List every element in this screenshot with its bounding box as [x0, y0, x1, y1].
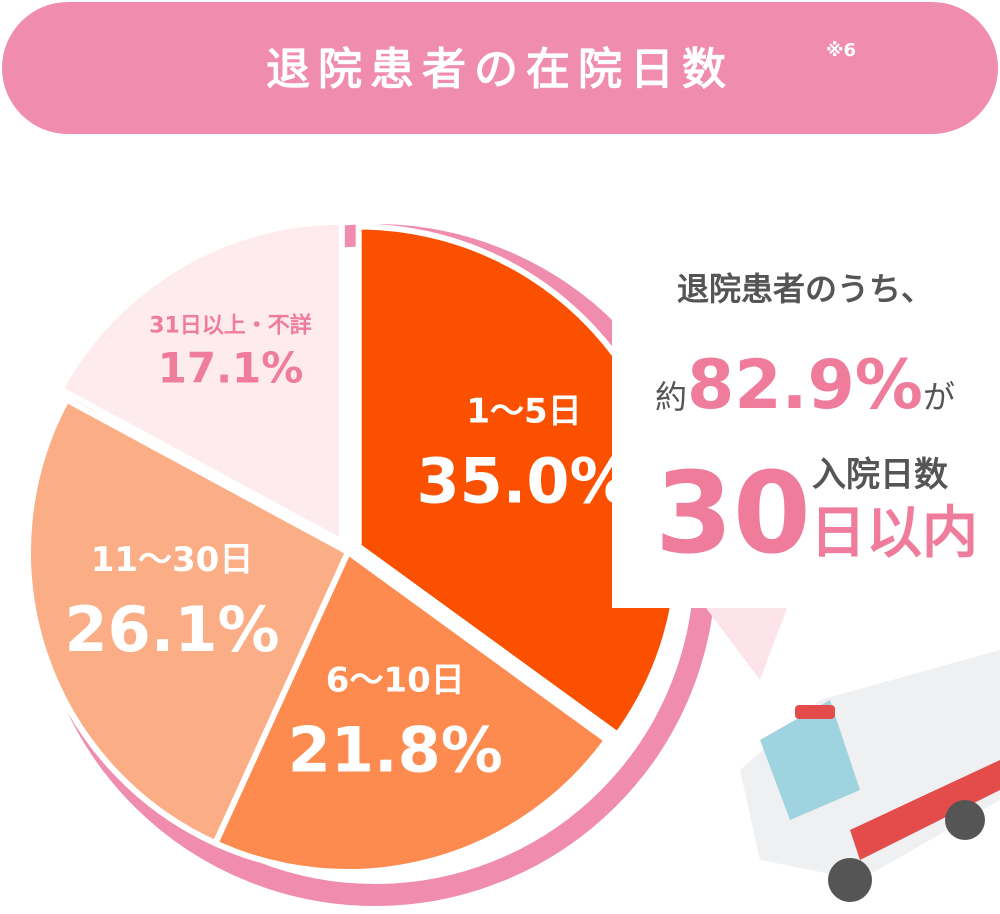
- slice-category: 11～30日: [91, 540, 254, 580]
- slice-value-label: 35.0%: [417, 444, 632, 517]
- callout-label-top: 入院日数: [812, 455, 948, 495]
- pie-slice: [56, 218, 345, 547]
- ambulance-window: [760, 700, 860, 820]
- ambulance-light: [795, 705, 835, 719]
- callout-tail: [700, 600, 790, 680]
- callout-suffix: が: [923, 378, 955, 416]
- ambulance: [740, 650, 1000, 902]
- slice-value-label: 21.8%: [288, 713, 503, 786]
- slice-value-label: 17.1%: [158, 344, 304, 393]
- pie-slice: [25, 395, 352, 848]
- callout-intro: 退院患者のうち、: [677, 270, 933, 308]
- chart-title: 退院患者の在院日数: [266, 44, 734, 95]
- title-note: ※6: [826, 40, 856, 61]
- callout-share-line: 約82.9%が: [655, 346, 955, 425]
- title-banner: [2, 2, 998, 134]
- slice-category: 31日以上・不詳: [149, 313, 312, 339]
- callout: 退院患者のうち、 約82.9%が 30 入院日数 日以内: [612, 210, 1000, 680]
- callout-label-bottom: 日以内: [810, 501, 978, 566]
- callout-days: 30: [655, 449, 811, 579]
- slice-category: 1～5日: [466, 391, 581, 431]
- pie: 1～5日 35.0% 6～10日 21.8% 11～30日 26.1% 31日以上・不詳 17…: [25, 218, 682, 875]
- callout-share: 82.9%: [687, 346, 923, 425]
- callout-box: [612, 210, 1000, 608]
- callout-prefix: 約: [655, 378, 687, 416]
- slice-category: 6～10日: [326, 660, 465, 700]
- ambulance-stripe: [850, 760, 1000, 860]
- ambulance-wheel: [828, 858, 872, 902]
- slice-value-label: 26.1%: [64, 593, 279, 666]
- ambulance-wheel: [945, 800, 985, 840]
